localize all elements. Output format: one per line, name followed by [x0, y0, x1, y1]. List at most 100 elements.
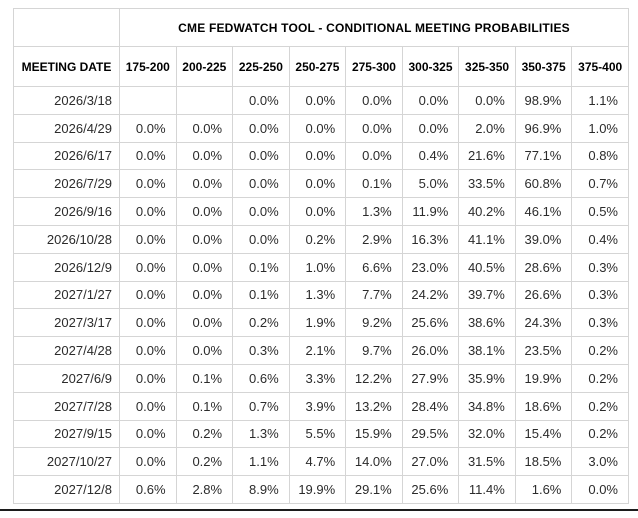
meeting-date-header: MEETING DATE: [13, 46, 120, 87]
table-row: 2027/10/27 0.0% 0.2% 1.1% 4.7% 14.0% 27.0% 31.5…: [13, 447, 629, 477]
table-row: 2026/10/28 0.0% 0.0% 0.0% 0.2% 2.9% 16.3% 41.1%…: [13, 224, 629, 254]
probability-cell: 31.5%: [458, 447, 516, 477]
probability-cell: 5.5%: [288, 419, 347, 449]
probability-cell: 19.9%: [514, 363, 573, 393]
probability-cell: 96.9%: [514, 113, 573, 143]
table-title: CME FEDWATCH TOOL - CONDITIONAL MEETING …: [119, 8, 629, 47]
probability-cell: 0.0%: [119, 280, 177, 310]
rate-range-header: 325-350: [458, 46, 516, 87]
probability-cell: 2.8%: [175, 475, 234, 504]
probability-cell: 0.2%: [175, 419, 234, 449]
probability-cell: 0.0%: [232, 86, 290, 115]
probability-cell: 16.3%: [401, 224, 460, 254]
probability-cell: 0.0%: [175, 169, 234, 199]
probability-cell: 34.8%: [458, 391, 516, 421]
table-row: 2026/7/29 0.0% 0.0% 0.0% 0.0% 0.1% 5.0% 33.5% 60…: [13, 169, 629, 199]
probability-cell: 77.1%: [514, 141, 573, 171]
probability-cell: 0.3%: [571, 308, 629, 338]
probability-cell: 23.5%: [514, 336, 573, 365]
probability-cell: 18.5%: [514, 447, 573, 477]
meeting-date-cell: 2026/9/16: [13, 197, 120, 226]
probability-cell: 98.9%: [514, 86, 573, 115]
probability-cell: 0.0%: [119, 447, 177, 477]
rate-range-header: 250-275: [288, 46, 347, 87]
probability-cell: 0.0%: [119, 363, 177, 393]
probability-cell: 5.0%: [401, 169, 460, 199]
probability-cell: 0.2%: [571, 363, 629, 393]
probability-cell: 0.0%: [232, 224, 290, 254]
probability-cell: 3.9%: [288, 391, 347, 421]
probability-cell: 0.2%: [571, 391, 629, 421]
probability-cell: 0.0%: [288, 141, 347, 171]
probability-cell: [175, 86, 234, 115]
probability-cell: 27.0%: [401, 447, 460, 477]
probability-cell: 60.8%: [514, 169, 573, 199]
probability-cell: 0.2%: [232, 308, 290, 338]
probability-table-body: 2026/3/18 0.0% 0.0% 0.0% 0.0% 0.0% 98.9% 1.1% 20…: [13, 86, 629, 504]
table-row: 2027/7/28 0.0% 0.1% 0.7% 3.9% 13.2% 28.4% 34.8%…: [13, 391, 629, 421]
meeting-date-cell: 2026/3/18: [13, 86, 120, 115]
probability-cell: 0.3%: [232, 336, 290, 365]
probability-cell: 1.0%: [571, 113, 629, 143]
probability-cell: 38.1%: [458, 336, 516, 365]
probability-cell: 29.5%: [401, 419, 460, 449]
probability-cell: 1.3%: [232, 419, 290, 449]
probability-cell: 1.1%: [571, 86, 629, 115]
probability-cell: 1.1%: [232, 447, 290, 477]
probability-cell: 0.0%: [175, 336, 234, 365]
probability-cell: 0.5%: [571, 197, 629, 226]
probability-cell: 0.0%: [175, 224, 234, 254]
probability-cell: 1.0%: [288, 252, 347, 282]
meeting-date-cell: 2026/10/28: [13, 224, 120, 254]
probability-cell: 6.6%: [345, 252, 403, 282]
probability-cell: 0.7%: [571, 169, 629, 199]
probability-cell: 0.0%: [288, 197, 347, 226]
probability-cell: 38.6%: [458, 308, 516, 338]
probability-cell: 0.7%: [232, 391, 290, 421]
probability-cell: 32.0%: [458, 419, 516, 449]
rate-range-header: 275-300: [345, 46, 403, 87]
probability-cell: 2.9%: [345, 224, 403, 254]
probability-cell: 3.3%: [288, 363, 347, 393]
probability-cell: 0.0%: [345, 113, 403, 143]
probability-cell: 0.0%: [401, 113, 460, 143]
probability-cell: 23.0%: [401, 252, 460, 282]
table-row: 2027/6/9 0.0% 0.1% 0.6% 3.3% 12.2% 27.9% 35.9% 1…: [13, 363, 629, 393]
probability-cell: 0.0%: [288, 113, 347, 143]
probability-cell: 0.2%: [288, 224, 347, 254]
probability-cell: 13.2%: [345, 391, 403, 421]
probability-cell: 40.5%: [458, 252, 516, 282]
probability-cell: 0.0%: [232, 197, 290, 226]
probability-cell: 2.0%: [458, 113, 516, 143]
meeting-date-cell: 2027/1/27: [13, 280, 120, 310]
meeting-date-cell: 2027/3/17: [13, 308, 120, 338]
probability-cell: 28.6%: [514, 252, 573, 282]
probability-cell: 0.1%: [175, 391, 234, 421]
probability-cell: 14.0%: [345, 447, 403, 477]
probability-cell: 0.4%: [571, 224, 629, 254]
meeting-date-cell: 2027/9/15: [13, 419, 120, 449]
probability-cell: 39.7%: [458, 280, 516, 310]
table-row: 2027/4/28 0.0% 0.0% 0.3% 2.1% 9.7% 26.0% 38.1% 2…: [13, 336, 629, 365]
probability-cell: 28.4%: [401, 391, 460, 421]
meeting-date-cell: 2027/10/27: [13, 447, 120, 477]
probability-cell: 0.1%: [232, 280, 290, 310]
probability-cell: 0.0%: [119, 308, 177, 338]
table-row: 2027/1/27 0.0% 0.0% 0.1% 1.3% 7.7% 24.2% 39.7% 2…: [13, 280, 629, 310]
rate-range-header: 375-400: [571, 46, 629, 87]
probability-cell: 0.0%: [232, 169, 290, 199]
probability-cell: 8.9%: [232, 475, 290, 504]
probability-cell: 11.4%: [458, 475, 516, 504]
probability-cell: 0.0%: [571, 475, 629, 504]
probability-cell: 33.5%: [458, 169, 516, 199]
rate-range-header: 300-325: [401, 46, 460, 87]
probability-cell: 26.0%: [401, 336, 460, 365]
probability-cell: 0.0%: [119, 141, 177, 171]
probability-cell: 0.1%: [232, 252, 290, 282]
probability-cell: 29.1%: [345, 475, 403, 504]
probability-cell: 0.0%: [175, 197, 234, 226]
table-row: 2026/4/29 0.0% 0.0% 0.0% 0.0% 0.0% 0.0% 2.0% 96.…: [13, 113, 629, 143]
bottom-divider: [0, 509, 638, 511]
probability-cell: [119, 86, 177, 115]
probability-cell: 0.0%: [345, 86, 403, 115]
